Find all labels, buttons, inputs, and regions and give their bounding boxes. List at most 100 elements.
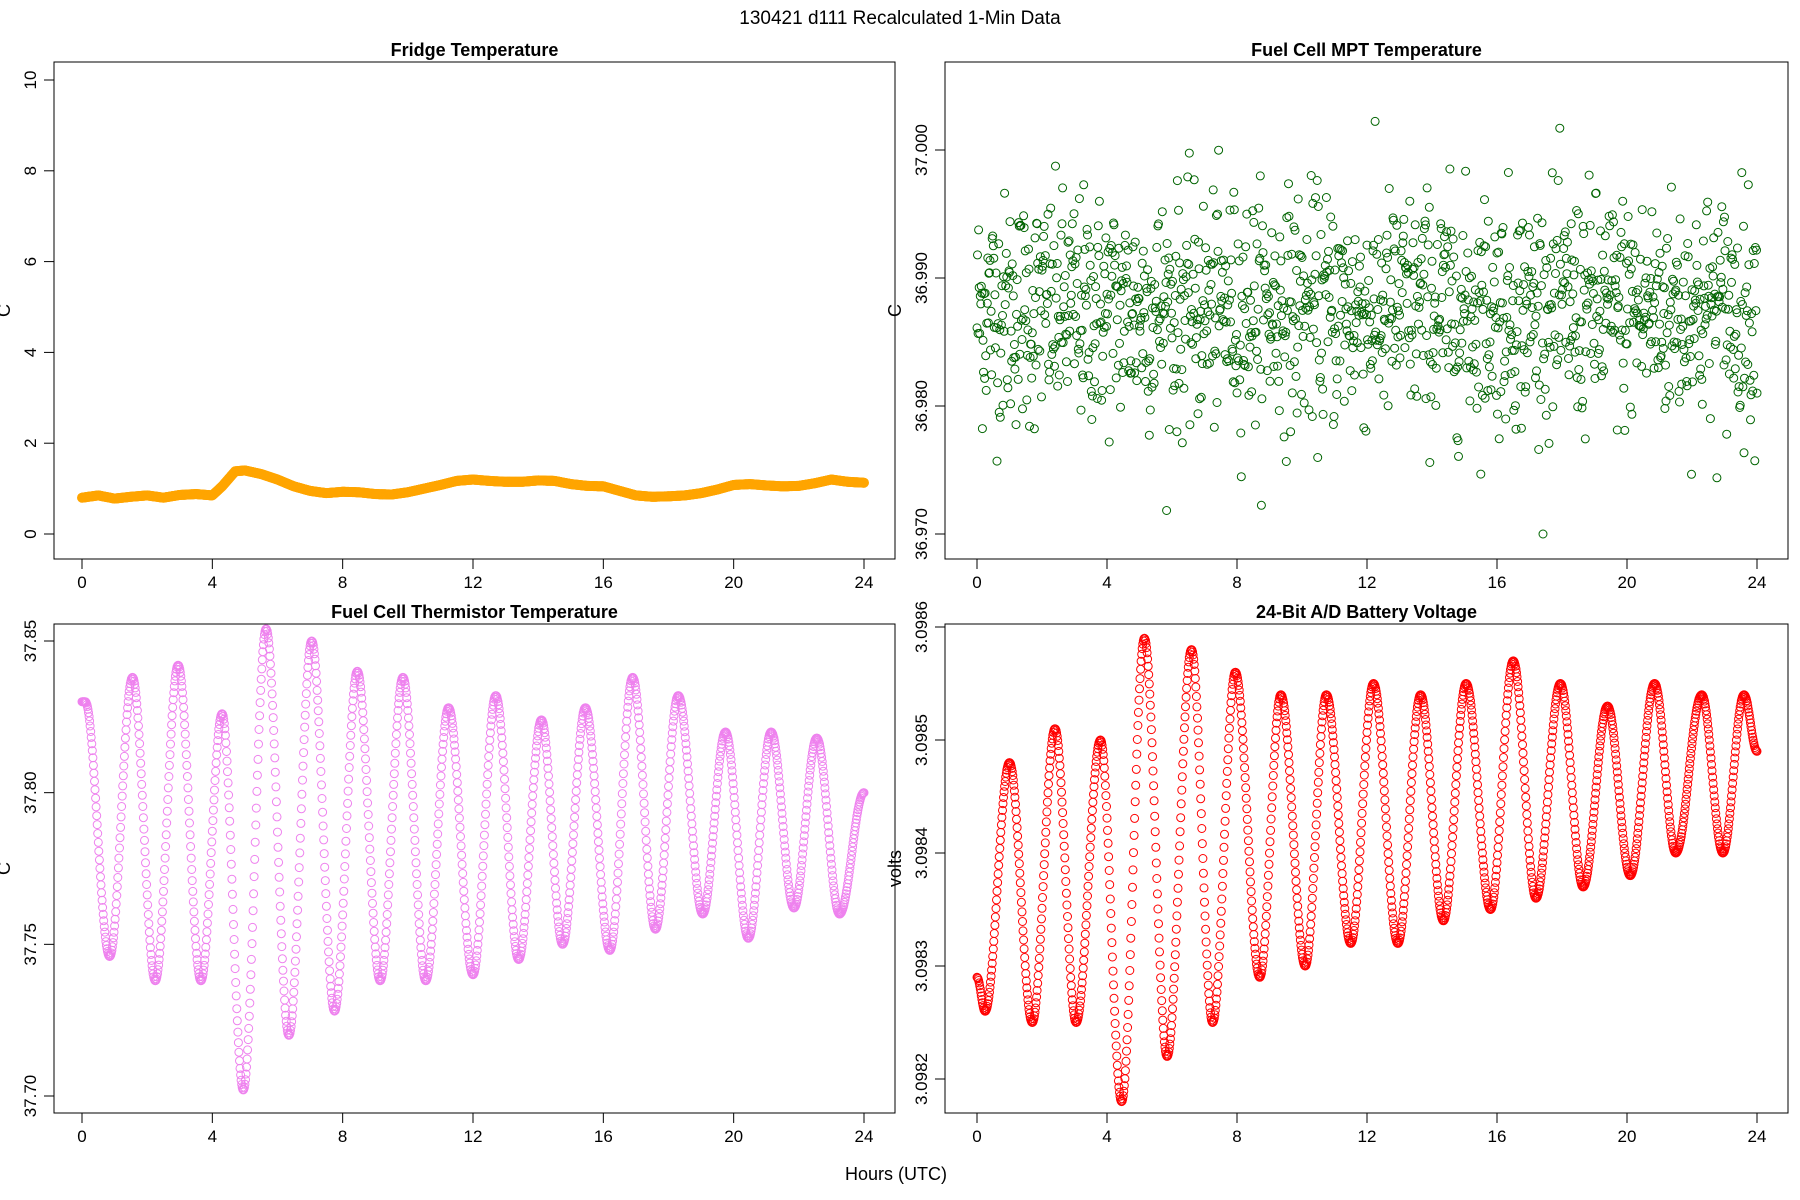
data-point — [1665, 297, 1675, 307]
data-point — [432, 849, 442, 859]
data-point — [1053, 381, 1063, 391]
data-point — [1292, 266, 1302, 275]
data-point — [1169, 318, 1179, 328]
x-tick-label: 8 — [1232, 573, 1241, 592]
data-point — [381, 935, 391, 945]
data-point — [1232, 330, 1241, 339]
data-point — [1373, 235, 1383, 244]
data-point — [1059, 282, 1069, 292]
data-point — [317, 794, 327, 803]
data-point — [341, 836, 351, 846]
data-point — [298, 775, 307, 785]
data-point — [1747, 327, 1757, 337]
data-point — [1047, 349, 1057, 359]
data-point — [1110, 1019, 1120, 1028]
data-point — [996, 827, 1006, 837]
data-point — [1264, 859, 1274, 869]
data-point — [1105, 894, 1115, 904]
data-point — [1082, 901, 1092, 911]
data-point — [223, 778, 233, 788]
data-point — [96, 880, 106, 890]
data-point — [1540, 384, 1550, 394]
data-point — [1035, 346, 1045, 356]
data-point — [1323, 337, 1333, 347]
data-point — [1716, 272, 1726, 282]
data-point — [1164, 425, 1174, 434]
data-point — [232, 1004, 242, 1014]
data-point — [1172, 427, 1182, 437]
data-point — [1266, 814, 1276, 824]
data-point — [1013, 840, 1023, 850]
x-tick-label: 24 — [855, 1127, 874, 1146]
data-point — [256, 685, 266, 695]
data-point — [637, 761, 647, 771]
data-point — [163, 795, 173, 804]
data-point — [1080, 938, 1090, 948]
data-point — [121, 725, 131, 735]
data-point — [1514, 296, 1524, 306]
data-point — [1016, 897, 1026, 907]
data-point — [1203, 971, 1213, 981]
data-point — [1422, 183, 1432, 193]
data-point — [1195, 765, 1205, 775]
data-point — [1111, 1041, 1121, 1051]
data-point — [661, 825, 671, 835]
data-point — [1592, 294, 1602, 304]
data-point — [973, 250, 982, 260]
data-point — [1379, 390, 1389, 400]
x-tick-label: 20 — [724, 573, 743, 592]
data-point — [1177, 438, 1187, 448]
data-point — [1158, 1023, 1168, 1033]
data-point — [1675, 397, 1684, 407]
data-point — [134, 730, 144, 739]
data-point — [1217, 894, 1227, 904]
data-point — [546, 805, 556, 815]
data-point — [1037, 914, 1046, 924]
data-point — [159, 876, 169, 886]
data-point — [1382, 230, 1392, 240]
data-point — [1216, 906, 1226, 916]
data-point — [244, 1023, 254, 1033]
data-point — [734, 861, 744, 870]
data-point — [1174, 205, 1183, 215]
data-point — [435, 780, 445, 790]
data-point — [1109, 993, 1119, 1003]
data-point — [527, 808, 537, 818]
data-point — [88, 760, 98, 770]
data-point — [1084, 371, 1094, 381]
data-point — [1042, 797, 1052, 807]
data-point — [1689, 334, 1699, 344]
data-point — [1281, 457, 1291, 466]
data-point — [501, 803, 511, 813]
x-tick-label: 20 — [724, 1127, 743, 1146]
data-point — [1030, 233, 1040, 243]
data-point — [1637, 205, 1647, 215]
x-tick-label: 12 — [464, 1127, 483, 1146]
data-point — [1719, 360, 1729, 370]
data-point — [1399, 214, 1409, 224]
data-point — [1067, 219, 1077, 229]
data-point — [156, 934, 166, 944]
data-point — [135, 748, 145, 758]
data-point — [1215, 930, 1225, 940]
data-point — [1000, 188, 1010, 198]
data-point — [529, 775, 539, 785]
data-point — [1224, 723, 1234, 733]
data-point — [1675, 214, 1685, 224]
data-point — [454, 804, 464, 814]
data-point — [1313, 453, 1323, 462]
data-point — [1091, 282, 1101, 292]
data-point — [1176, 813, 1186, 823]
data-point — [1451, 365, 1461, 374]
data-point — [1626, 264, 1636, 274]
data-point — [1162, 239, 1172, 248]
data-point — [324, 947, 333, 957]
data-point — [1448, 234, 1458, 244]
data-point — [620, 741, 630, 751]
data-point — [265, 659, 275, 669]
data-point — [158, 897, 168, 907]
y-tick-label: 37.75 — [21, 923, 40, 966]
data-point — [1079, 180, 1089, 190]
data-point — [1620, 425, 1630, 435]
data-point — [1097, 386, 1107, 395]
